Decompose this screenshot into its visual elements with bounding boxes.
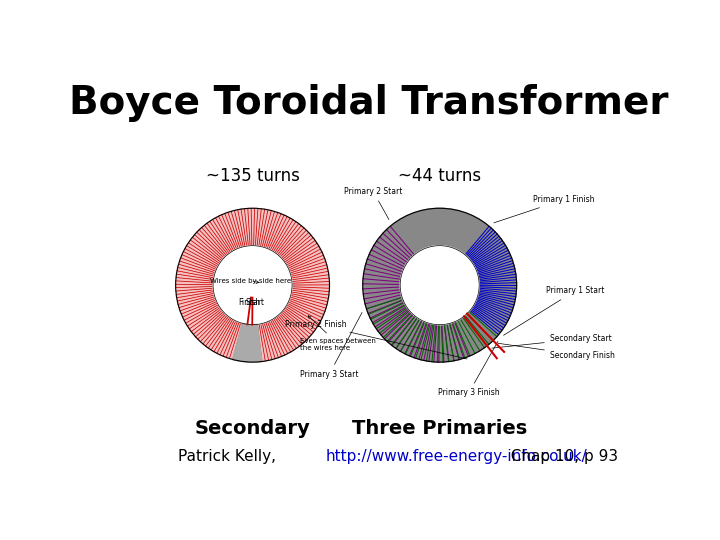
Text: ~135 turns: ~135 turns: [206, 167, 300, 185]
Circle shape: [176, 208, 330, 362]
Text: Primary 1 Start: Primary 1 Start: [503, 287, 604, 335]
Text: Boyce Toroidal Transformer: Boyce Toroidal Transformer: [69, 84, 669, 122]
Text: ~44 turns: ~44 turns: [398, 167, 481, 185]
Circle shape: [400, 246, 480, 325]
Text: Start: Start: [245, 298, 264, 307]
Circle shape: [363, 208, 517, 362]
Text: Primary 1 Finish: Primary 1 Finish: [494, 195, 595, 223]
Text: Patrick Kelly,: Patrick Kelly,: [178, 449, 286, 464]
Text: Three Primaries: Three Primaries: [352, 419, 527, 438]
Wedge shape: [233, 323, 262, 362]
Text: Even spaces between
the wires here: Even spaces between the wires here: [300, 316, 377, 350]
Circle shape: [213, 246, 292, 325]
Text: Primary 3 Finish: Primary 3 Finish: [438, 341, 500, 397]
Text: Chap 10, p 93: Chap 10, p 93: [500, 449, 618, 464]
Text: Primary 2 Finish: Primary 2 Finish: [284, 320, 467, 359]
Text: http://www.free-energy-info.co.uk/: http://www.free-energy-info.co.uk/: [326, 449, 588, 464]
Text: Secondary Finish: Secondary Finish: [498, 343, 615, 360]
Text: Secondary: Secondary: [194, 419, 310, 438]
Text: Primary 2 Start: Primary 2 Start: [344, 187, 402, 220]
Text: Primary 3 Start: Primary 3 Start: [300, 313, 362, 379]
Text: Wires side by side here: Wires side by side here: [210, 278, 291, 284]
Text: Secondary Start: Secondary Start: [492, 334, 611, 348]
Text: Finish: Finish: [238, 298, 260, 307]
